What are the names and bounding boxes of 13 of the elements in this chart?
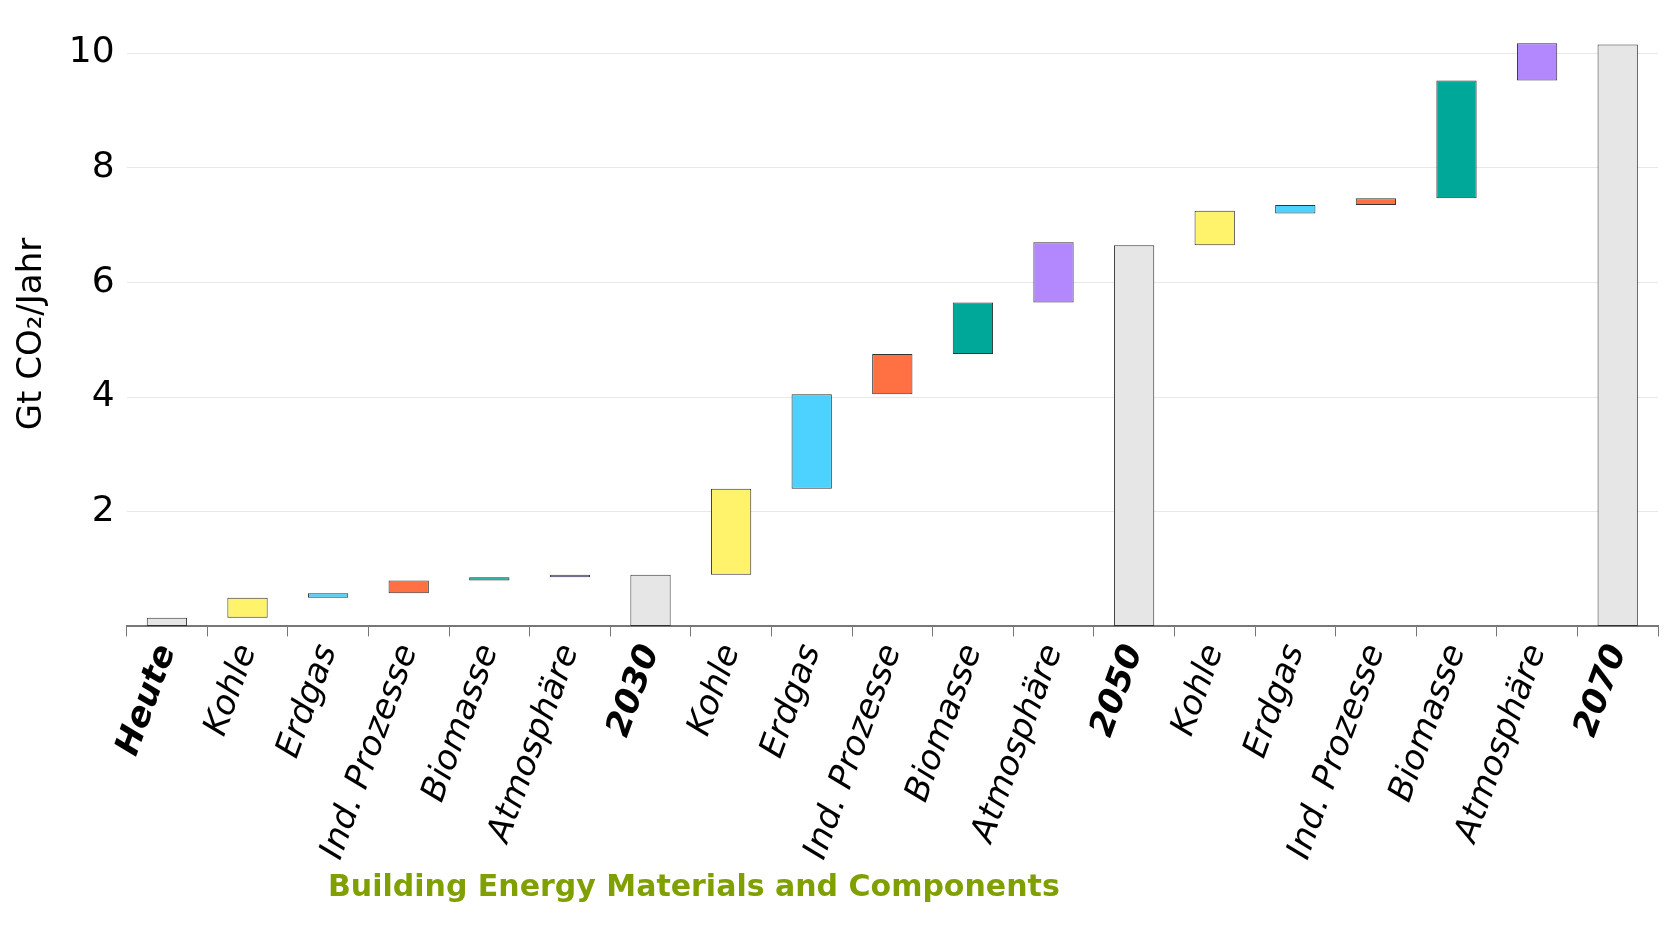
x-tick-label: Kohle [677, 638, 747, 741]
x-tick-label: 2030 [596, 638, 667, 742]
x-tick-label: Kohle [193, 638, 264, 741]
y-tick-label: 4 [91, 373, 115, 415]
y-tick-label: 10 [68, 29, 115, 71]
y-tick-label: 2 [91, 488, 115, 530]
text: Building Energy Materials and Components [328, 868, 1061, 903]
x-tick-label: 2070 [1563, 638, 1634, 742]
x-tick-label: Kohle [1160, 638, 1231, 741]
x-tick-label: 2050 [1079, 638, 1150, 742]
y-axis-title: Gt CO₂/Jahr [9, 237, 50, 431]
y-tick-label: 8 [91, 144, 115, 186]
y-tick-label: 6 [91, 258, 115, 300]
